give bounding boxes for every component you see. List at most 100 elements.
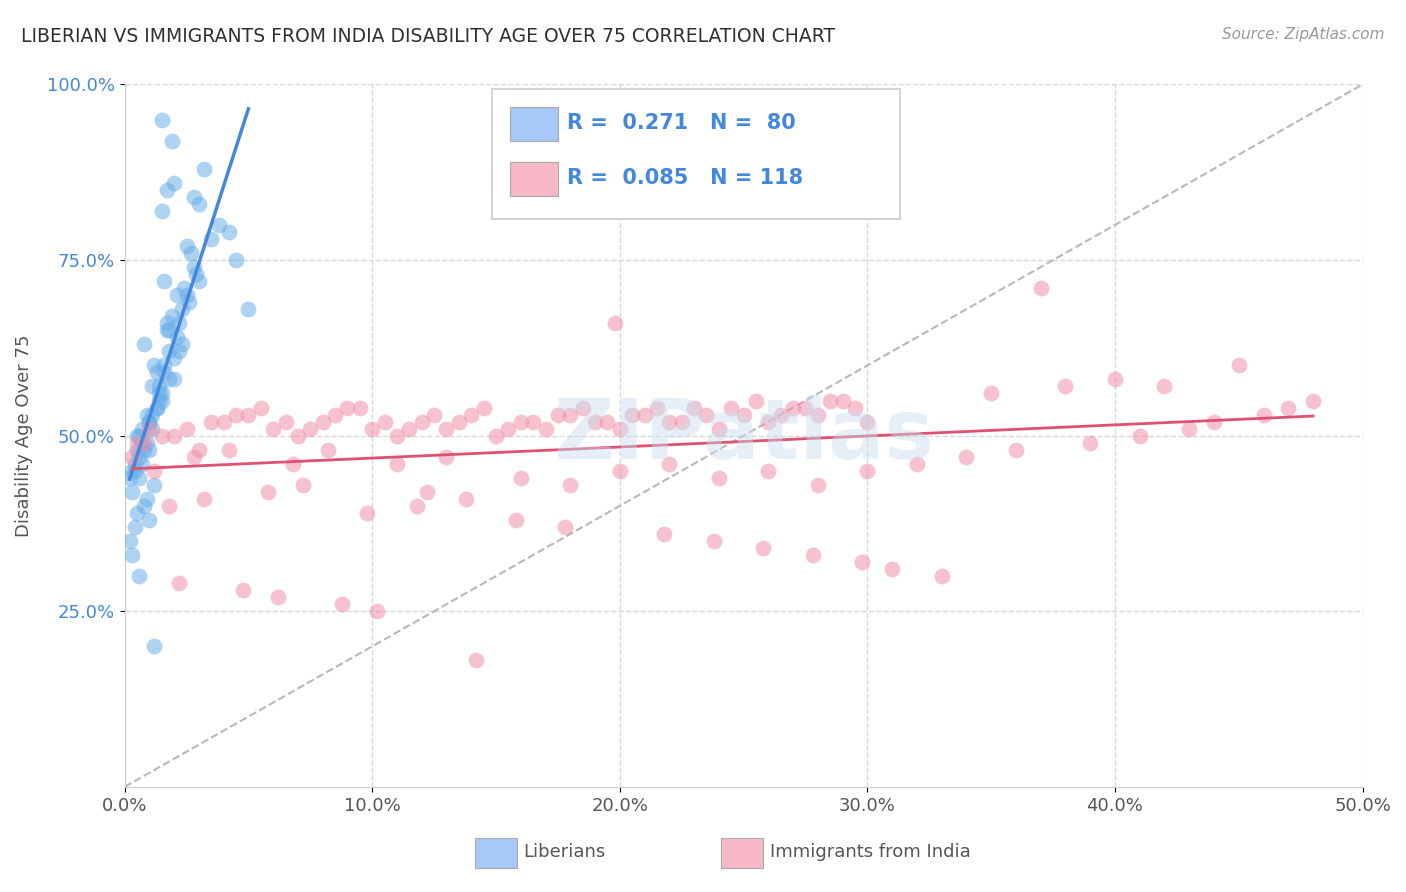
Text: R =  0.271   N =  80: R = 0.271 N = 80 — [567, 113, 796, 133]
Point — [299, 422, 322, 436]
Point — [583, 415, 606, 429]
Point — [157, 372, 180, 386]
Text: Immigrants from India: Immigrants from India — [770, 843, 972, 861]
Point — [146, 401, 169, 415]
Point — [257, 484, 280, 499]
Point — [291, 478, 314, 492]
Point — [167, 316, 190, 330]
Point — [707, 422, 730, 436]
Point — [707, 471, 730, 485]
Point — [200, 415, 222, 429]
Point — [138, 415, 160, 429]
Point — [509, 471, 531, 485]
Point — [361, 422, 384, 436]
Point — [163, 351, 186, 366]
Point — [238, 408, 260, 422]
Point — [654, 527, 676, 541]
Point — [238, 302, 260, 317]
Point — [603, 316, 626, 330]
Point — [405, 499, 427, 513]
Point — [156, 183, 179, 197]
Point — [124, 520, 146, 534]
Point — [534, 422, 557, 436]
Point — [125, 442, 148, 457]
Point — [498, 422, 520, 436]
Point — [703, 534, 725, 549]
Point — [135, 491, 157, 506]
Point — [138, 415, 160, 429]
Point — [423, 408, 446, 422]
Text: R =  0.085   N = 118: R = 0.085 N = 118 — [567, 169, 803, 188]
Point — [176, 288, 198, 302]
Point — [187, 442, 209, 457]
Point — [176, 239, 198, 253]
Point — [138, 513, 160, 527]
Point — [148, 386, 170, 401]
Point — [218, 442, 240, 457]
Point — [274, 415, 297, 429]
Point — [695, 408, 717, 422]
Point — [160, 310, 183, 324]
Point — [148, 393, 170, 408]
Point — [208, 218, 231, 232]
Point — [177, 295, 200, 310]
Point — [163, 428, 186, 442]
Point — [398, 422, 420, 436]
Point — [146, 401, 169, 415]
Point — [794, 401, 817, 415]
Point — [150, 393, 173, 408]
Text: LIBERIAN VS IMMIGRANTS FROM INDIA DISABILITY AGE OVER 75 CORRELATION CHART: LIBERIAN VS IMMIGRANTS FROM INDIA DISABI… — [21, 27, 835, 45]
Y-axis label: Disability Age Over 75: Disability Age Over 75 — [15, 334, 32, 537]
Point — [134, 442, 156, 457]
Point — [316, 442, 339, 457]
Point — [349, 401, 371, 415]
Point — [1129, 428, 1152, 442]
Point — [1277, 401, 1299, 415]
Point — [193, 491, 215, 506]
Point — [157, 499, 180, 513]
Point — [312, 415, 335, 429]
Point — [385, 428, 408, 442]
Point — [128, 569, 150, 583]
Point — [141, 379, 163, 393]
Point — [163, 372, 186, 386]
Point — [1153, 379, 1175, 393]
Point — [150, 112, 173, 127]
Point — [465, 653, 488, 667]
Point — [356, 506, 378, 520]
Point — [138, 442, 160, 457]
Point — [447, 415, 470, 429]
Point — [200, 232, 222, 246]
Point — [160, 134, 183, 148]
Point — [167, 344, 190, 359]
Point — [176, 422, 198, 436]
Point — [156, 323, 179, 337]
Point — [671, 415, 693, 429]
Point — [135, 408, 157, 422]
Point — [143, 640, 166, 654]
Point — [856, 464, 879, 478]
Point — [183, 450, 205, 464]
Point — [163, 176, 186, 190]
Point — [1227, 359, 1250, 373]
Point — [374, 415, 396, 429]
Point — [281, 457, 304, 471]
Point — [782, 401, 804, 415]
Point — [124, 464, 146, 478]
Point — [249, 401, 271, 415]
Point — [955, 450, 977, 464]
Point — [121, 464, 143, 478]
Point — [658, 457, 681, 471]
Point — [1178, 422, 1201, 436]
Point — [336, 401, 359, 415]
Point — [125, 428, 148, 442]
Point — [225, 408, 247, 422]
Point — [180, 246, 202, 260]
Point — [143, 478, 166, 492]
Text: Source: ZipAtlas.com: Source: ZipAtlas.com — [1222, 27, 1385, 42]
Point — [460, 408, 482, 422]
Point — [232, 583, 254, 598]
Point — [385, 457, 408, 471]
Point — [769, 408, 792, 422]
Point — [125, 435, 148, 450]
